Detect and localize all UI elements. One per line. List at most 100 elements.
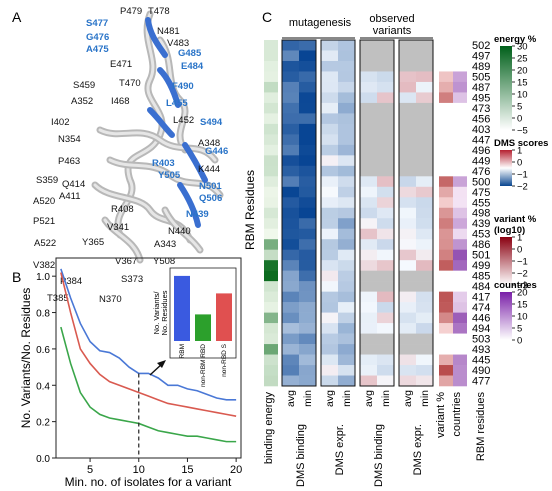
heatmap-cell xyxy=(399,323,416,334)
heatmap-cell xyxy=(338,40,355,51)
heatmap-cell xyxy=(338,239,355,250)
heatmap-cell xyxy=(321,344,338,355)
residue-number: 484 xyxy=(472,281,490,293)
heatmap-cell xyxy=(264,165,278,177)
heatmap-cell xyxy=(416,333,433,345)
column-label: DMS expr. xyxy=(334,424,346,475)
heatmap-cell xyxy=(338,333,355,345)
group-observed-1: observed xyxy=(369,13,414,25)
colorbar-tick-label: −2 xyxy=(517,182,528,193)
heatmap-cell xyxy=(439,323,453,334)
group-observed-2: variants xyxy=(373,25,412,37)
residue-label: I468 xyxy=(111,96,130,107)
heatmap-cell xyxy=(299,50,316,62)
heatmap-cell xyxy=(264,40,278,51)
heatmap-cell xyxy=(338,207,355,219)
ribbon-highlight xyxy=(116,12,164,237)
heatmap-cell xyxy=(416,281,433,292)
heatmap-cell xyxy=(416,102,433,114)
heatmap-cell xyxy=(338,197,355,209)
heatmap-cell xyxy=(321,323,338,334)
residue-label: A343 xyxy=(154,239,176,250)
heatmap-cell xyxy=(416,218,433,230)
heatmap-cell xyxy=(399,60,416,72)
heatmap-cell xyxy=(360,102,377,114)
heatmap-cell xyxy=(439,218,453,230)
heatmap-cell xyxy=(377,113,394,125)
heatmap-cell xyxy=(416,344,433,355)
series-line xyxy=(60,272,237,417)
heatmap-cell xyxy=(377,365,394,376)
heatmap-cell xyxy=(338,323,355,334)
residue-label: G476 xyxy=(86,32,109,43)
residue-number: 473 xyxy=(472,103,490,115)
residue-label: A520 xyxy=(33,196,55,207)
heatmap-cell xyxy=(453,228,467,240)
line-series xyxy=(60,268,237,443)
y-tick-label: 0.0 xyxy=(36,454,50,465)
heatmap-cell xyxy=(338,375,355,387)
heatmap-cell xyxy=(439,134,453,146)
heatmap-cell xyxy=(264,260,278,271)
residue-label: S477 xyxy=(86,18,108,29)
residue-label: G485 xyxy=(178,48,202,59)
residue-label: L452 xyxy=(173,115,194,126)
heatmap-cell xyxy=(338,81,355,93)
y-tick-label: 0.8 xyxy=(36,309,50,320)
residue-number: 417 xyxy=(472,292,490,304)
heatmap-cell xyxy=(416,354,433,366)
heatmap-cell xyxy=(416,123,433,135)
heatmap-cell xyxy=(399,50,416,62)
heatmap-cell xyxy=(453,197,467,209)
heatmap-cell xyxy=(282,291,299,303)
heatmap-cell xyxy=(264,239,278,250)
heatmap-cell xyxy=(399,333,416,345)
heatmap-cell xyxy=(377,123,394,135)
heatmap-cell xyxy=(453,291,467,303)
heatmap-cell xyxy=(321,81,338,93)
residue-label: A475 xyxy=(86,44,109,55)
heatmap-cell xyxy=(282,260,299,271)
column-label: DMS binding xyxy=(373,424,385,487)
heatmap-cell xyxy=(416,249,433,261)
heatmap-cell xyxy=(439,228,453,240)
heatmap-cell xyxy=(338,186,355,198)
heatmap-cell xyxy=(321,218,338,230)
heatmap-cell xyxy=(299,228,316,240)
sub-label-min: min xyxy=(380,390,392,407)
heatmap-cell xyxy=(299,344,316,355)
heatmap-cell xyxy=(453,134,467,146)
heatmap-cell xyxy=(439,375,453,387)
residue-label: Q506 xyxy=(199,193,222,204)
heatmap-cell xyxy=(264,123,278,135)
heatmap-cell xyxy=(264,354,278,366)
heatmap-cell xyxy=(338,155,355,167)
heatmap-cell xyxy=(377,102,394,114)
heatmap-cell xyxy=(321,102,338,114)
column-labels: binding energy DMS binding DMS expr. DMS bi… xyxy=(263,392,487,487)
legend-title: (log10) xyxy=(494,225,525,236)
heatmap-cell xyxy=(360,92,377,104)
heatmap-cell xyxy=(439,249,453,261)
heatmap-cell xyxy=(453,218,467,230)
residue-label: V367 xyxy=(115,256,137,267)
heatmap-cell xyxy=(416,50,433,62)
heatmap-cell xyxy=(360,123,377,135)
heatmap-cell xyxy=(338,270,355,282)
heatmap-cell xyxy=(321,239,338,250)
residue-label: P463 xyxy=(58,156,80,167)
sub-label-avg: avg xyxy=(324,390,336,407)
heatmap-cell xyxy=(360,344,377,355)
heatmap-cell xyxy=(282,144,299,156)
x-tick-label: 5 xyxy=(87,464,93,476)
heatmap-cell xyxy=(360,165,377,177)
heatmap-cell xyxy=(299,102,316,114)
residue-label: R403 xyxy=(152,158,175,169)
heatmap-cell xyxy=(299,113,316,125)
legend-title: countries xyxy=(494,280,537,291)
heatmap-cell xyxy=(439,176,453,188)
heatmap-cell xyxy=(453,312,467,324)
residue-label: A522 xyxy=(34,238,56,249)
heatmap-cell xyxy=(321,270,338,282)
